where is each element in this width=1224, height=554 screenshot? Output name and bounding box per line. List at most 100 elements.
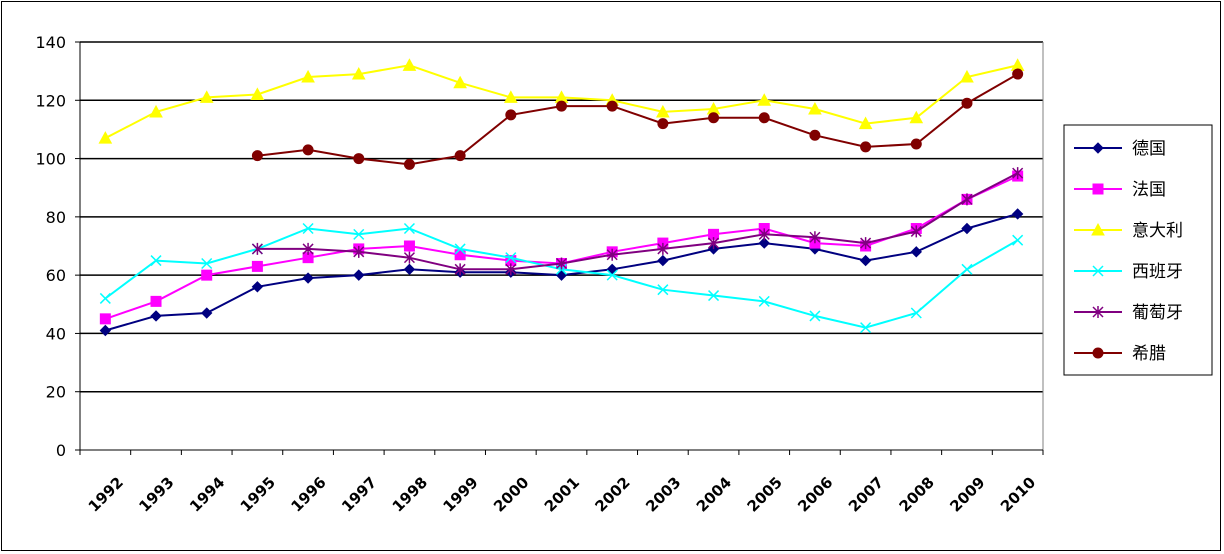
point-5-1999 <box>454 150 466 162</box>
point-0-2008 <box>910 246 922 258</box>
point-1-1993 <box>150 295 162 307</box>
point-3-2010 <box>1012 234 1024 246</box>
point-0-2009 <box>961 222 973 235</box>
point-5-1998 <box>403 158 415 170</box>
x-tick-label-2003: 2003 <box>642 473 684 515</box>
legend-label-1: 法国 <box>1132 180 1166 200</box>
point-2-2006 <box>808 101 822 115</box>
x-tick-label-2007: 2007 <box>845 473 887 515</box>
y-tick-label-20: 20 <box>46 383 66 402</box>
point-4-1995 <box>251 242 263 255</box>
point-0-2010 <box>1011 208 1024 220</box>
y-tick-label-60: 60 <box>46 266 66 285</box>
point-3-2005 <box>758 295 770 307</box>
x-tick-label-2000: 2000 <box>490 473 532 515</box>
legend-label-0: 德国 <box>1132 139 1166 159</box>
x-tick-label-1995: 1995 <box>237 473 279 515</box>
point-2-1993 <box>149 104 163 118</box>
y-axis-ticks: 0 20 40 60 80 100 120 140 <box>35 33 80 460</box>
point-0-2007 <box>859 254 872 267</box>
point-2-2007 <box>858 116 873 130</box>
point-2-1998 <box>402 58 417 71</box>
point-4-2005 <box>758 228 770 241</box>
point-3-2008 <box>910 307 922 319</box>
x-tick-label-2006: 2006 <box>794 473 836 515</box>
point-5-1997 <box>353 153 365 165</box>
legend-marker-2 <box>1091 222 1105 236</box>
point-3-2009 <box>961 263 973 275</box>
point-0-2002 <box>606 263 618 276</box>
point-3-1999 <box>454 243 466 255</box>
grid-lines <box>80 41 1043 393</box>
series-1 <box>99 170 1024 325</box>
x-tick-label-1992: 1992 <box>85 473 127 515</box>
y-tick-label-140: 140 <box>35 33 66 52</box>
point-0-2001 <box>555 269 568 281</box>
point-4-2000 <box>505 263 517 276</box>
series-2 <box>98 58 1025 144</box>
y-tick-label-40: 40 <box>46 324 66 343</box>
point-1-1998 <box>403 240 415 252</box>
legend-label-4: 葡萄牙 <box>1132 303 1183 323</box>
point-2-2009 <box>960 69 974 83</box>
series-line-4 <box>257 172 1019 271</box>
point-0-1992 <box>99 324 112 337</box>
point-4-2006 <box>809 231 821 244</box>
axes <box>79 42 1044 451</box>
point-3-1992 <box>99 292 111 304</box>
point-0-2005 <box>758 237 770 249</box>
y-tick-label-0: 0 <box>56 441 66 460</box>
point-5-2009 <box>961 97 973 109</box>
point-4-1997 <box>353 245 365 258</box>
point-3-2000 <box>505 252 517 264</box>
point-2-1996 <box>301 69 315 83</box>
point-3-1997 <box>353 228 365 240</box>
point-5-2008 <box>910 138 922 150</box>
point-5-2003 <box>657 118 669 130</box>
point-4-1996 <box>302 242 314 255</box>
point-3-2002 <box>606 269 618 281</box>
point-4-2010 <box>1012 167 1024 180</box>
point-0-1996 <box>302 272 314 284</box>
point-1-1995 <box>251 260 263 272</box>
point-3-1996 <box>302 222 314 235</box>
series-line-5 <box>257 73 1019 166</box>
point-5-1995 <box>251 150 263 162</box>
legend-box <box>1063 124 1213 376</box>
point-2-1997 <box>351 67 366 80</box>
x-tick-label-2009: 2009 <box>946 473 988 515</box>
point-5-2002 <box>606 100 618 112</box>
point-0-2003 <box>657 254 669 267</box>
legend-label-5: 希腊 <box>1132 344 1166 364</box>
point-4-2003 <box>657 242 669 255</box>
x-tick-label-2010: 2010 <box>997 473 1039 515</box>
point-4-1999 <box>454 263 466 276</box>
legend-label-2: 意大利 <box>1132 221 1183 241</box>
point-5-2006 <box>809 129 821 141</box>
legend-marker-0 <box>1092 142 1104 154</box>
point-4-2004 <box>708 237 720 250</box>
y-tick-label-100: 100 <box>35 150 66 169</box>
point-5-2000 <box>505 109 517 121</box>
y-tick-label-80: 80 <box>46 208 66 227</box>
point-5-2001 <box>556 100 567 112</box>
legend-marker-4 <box>1092 306 1104 318</box>
series-group <box>98 58 1025 337</box>
x-tick-label-1996: 1996 <box>287 473 329 515</box>
point-1-1999 <box>454 249 466 261</box>
point-3-2003 <box>657 284 669 296</box>
point-4-1998 <box>403 251 415 264</box>
point-3-2007 <box>860 322 872 334</box>
series-5 <box>251 68 1024 170</box>
x-tick-label-2004: 2004 <box>693 473 735 515</box>
series-4 <box>251 167 1024 276</box>
point-2-1995 <box>250 87 265 100</box>
legend-marker-5 <box>1092 347 1104 359</box>
series-0 <box>99 208 1024 337</box>
point-2-2003 <box>656 104 670 118</box>
point-2-1994 <box>199 90 214 103</box>
point-5-2005 <box>758 112 770 124</box>
point-1-1992 <box>99 313 111 325</box>
